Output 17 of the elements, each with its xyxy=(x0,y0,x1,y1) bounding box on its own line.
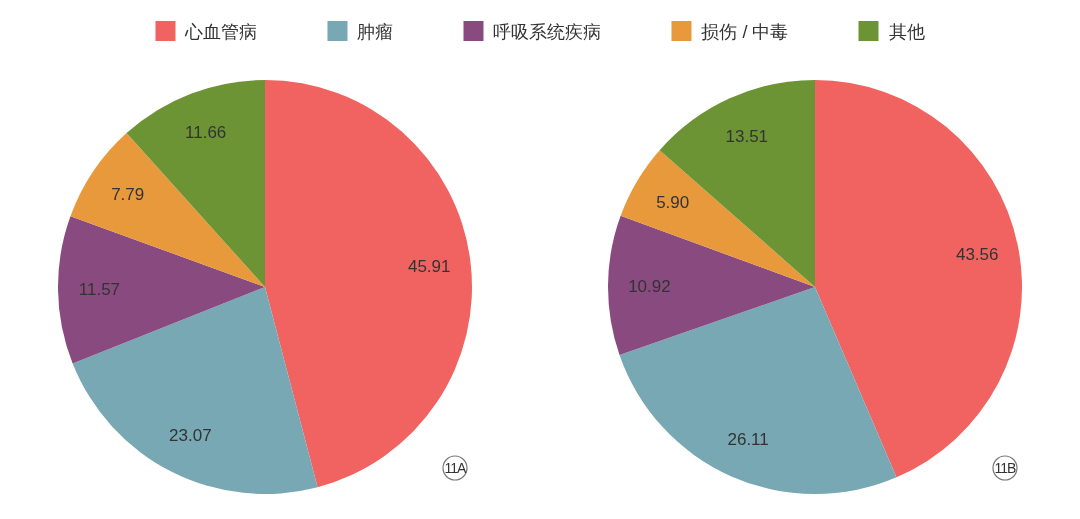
legend-label: 心血管病 xyxy=(184,22,258,42)
data-label: 11.57 xyxy=(78,280,121,300)
legend-label: 呼吸系统疾病 xyxy=(493,22,602,42)
data-label: 13.51 xyxy=(725,127,769,147)
legend-label: 肿瘤 xyxy=(357,22,394,42)
data-label: 45.91 xyxy=(407,256,451,276)
data-label: 7.79 xyxy=(111,185,145,205)
data-label: 5.90 xyxy=(656,193,690,213)
data-label: 23.07 xyxy=(169,425,212,445)
legend-label: 其他 xyxy=(888,22,925,42)
legend-label: 损伤 / 中毒 xyxy=(701,22,789,42)
data-label: 26.11 xyxy=(727,429,769,449)
data-label: 10.92 xyxy=(628,276,671,296)
data-label: 11.66 xyxy=(185,123,227,143)
text: 11A xyxy=(444,460,468,476)
data-label: 43.56 xyxy=(955,244,999,264)
text: 11B xyxy=(994,460,1017,476)
